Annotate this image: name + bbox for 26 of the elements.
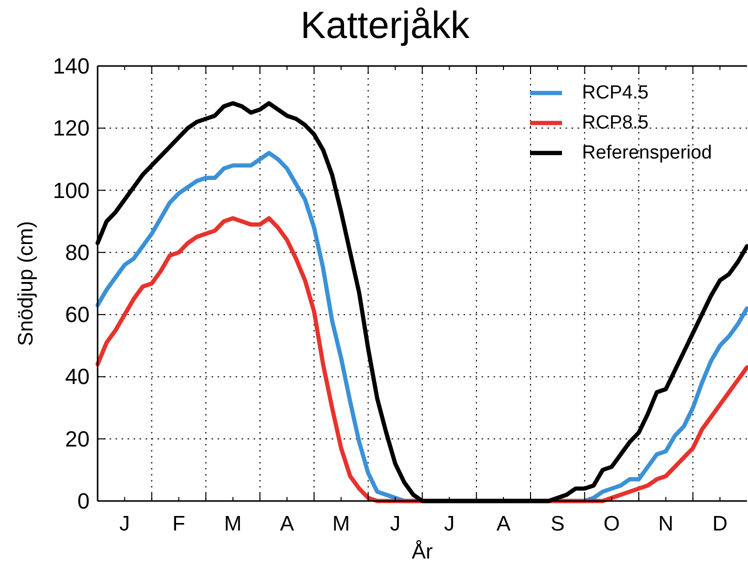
chart-title: Katterjåkk [300,5,470,47]
y-tick-label: 20 [65,426,90,452]
y-tick-label: 60 [65,302,90,328]
x-tick-label: J [390,512,400,536]
x-tick-label: D [712,512,728,536]
x-tick-label: S [550,512,565,536]
x-tick-label: O [604,512,620,536]
y-tick-label: 120 [52,116,90,141]
x-tick-label: N [658,512,674,536]
x-tick-label: A [496,512,510,536]
x-tick-label: J [119,512,130,536]
y-tick-label: 140 [52,54,90,78]
y-tick-label: 100 [52,178,90,203]
legend-label: Referensperiod [582,142,712,164]
x-tick-label: A [280,512,294,536]
x-tick-label: M [224,512,242,536]
y-tick-label: 40 [65,364,90,390]
x-tick-label: J [444,512,455,536]
x-axis-title: År [412,540,433,564]
legend-label: RCP8.5 [582,112,649,134]
x-tick-label: M [332,512,350,536]
x-tick-label: F [172,512,186,536]
y-axis-title: Snödjup (cm) [14,221,38,346]
y-tick-label: 80 [65,240,90,265]
y-tick-label: 0 [77,488,90,514]
legend-label: RCP4.5 [582,82,649,104]
